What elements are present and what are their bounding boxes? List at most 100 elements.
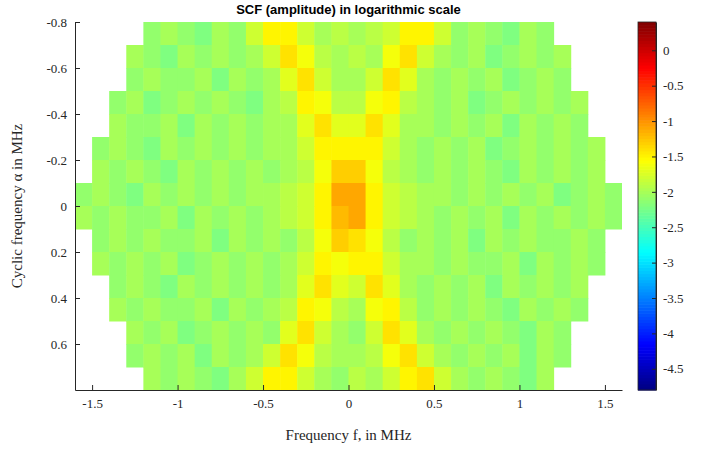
cell: [229, 68, 247, 92]
cell: [537, 229, 555, 253]
tick: 0.2: [51, 245, 80, 260]
cell: [212, 206, 230, 230]
cell: [383, 206, 401, 230]
cell: [502, 367, 520, 390]
cell: [263, 68, 281, 92]
tick-label: 0.2: [51, 245, 67, 260]
cell: [537, 344, 555, 368]
tick: -3.5: [652, 291, 684, 306]
cell: [246, 298, 264, 322]
cell: [314, 206, 332, 230]
cell: [229, 367, 247, 390]
cell: [109, 298, 127, 322]
cell: [331, 275, 349, 299]
cell: [314, 183, 332, 207]
cell: [434, 367, 452, 390]
cell: [212, 229, 230, 253]
cell: [519, 229, 537, 253]
colorbar-strip: [638, 22, 656, 26]
cell: [366, 252, 384, 276]
cell: [263, 229, 281, 253]
cell: [178, 229, 196, 253]
tick-label: -0.2: [46, 153, 67, 168]
cell: [178, 137, 196, 161]
cell: [502, 275, 520, 299]
tick-label: -4.5: [663, 361, 684, 376]
tick-label: 0: [663, 43, 670, 58]
cell: [519, 45, 537, 69]
cell: [126, 114, 144, 138]
cell: [109, 114, 127, 138]
cell: [331, 137, 349, 161]
cell: [417, 45, 435, 69]
cell: [383, 68, 401, 92]
cell: [537, 275, 555, 299]
tick-mark: [519, 385, 520, 390]
cell: [468, 137, 486, 161]
cell: [280, 160, 298, 184]
tick: -0.4: [46, 107, 80, 122]
tick: -1: [652, 114, 674, 129]
cell: [554, 252, 572, 276]
cell: [383, 183, 401, 207]
cell: [246, 45, 264, 69]
cell: [280, 367, 298, 390]
cell: [229, 183, 247, 207]
tick-label: -0.4: [46, 107, 67, 122]
cell: [434, 252, 452, 276]
tick-label: 1: [517, 396, 524, 411]
cell: [331, 114, 349, 138]
cell: [537, 321, 555, 345]
cell: [502, 344, 520, 368]
cell: [297, 252, 315, 276]
cell: [485, 183, 503, 207]
cell: [400, 252, 418, 276]
cell: [554, 137, 572, 161]
cell: [246, 321, 264, 345]
cell: [331, 252, 349, 276]
tick: -0.2: [46, 153, 80, 168]
cell: [400, 206, 418, 230]
cell: [229, 137, 247, 161]
cell: [366, 91, 384, 115]
cell: [519, 183, 537, 207]
cell: [417, 22, 435, 46]
cell: [537, 298, 555, 322]
tick-label: -0.5: [663, 78, 684, 93]
cell: [383, 114, 401, 138]
cell: [349, 229, 367, 253]
cell: [212, 45, 230, 69]
cell: [160, 114, 178, 138]
cell: [468, 206, 486, 230]
cell: [178, 114, 196, 138]
cell: [349, 344, 367, 368]
cell: [229, 160, 247, 184]
cell: [280, 45, 298, 69]
cell: [417, 344, 435, 368]
cell: [605, 206, 622, 230]
cell: [109, 91, 127, 115]
cell: [485, 252, 503, 276]
tick: 0.4: [51, 291, 80, 306]
tick-label: -0.6: [46, 61, 67, 76]
cell: [297, 367, 315, 390]
cell: [468, 160, 486, 184]
cell: [280, 137, 298, 161]
cell: [178, 183, 196, 207]
cell: [143, 114, 161, 138]
cell: [109, 229, 127, 253]
cell: [537, 68, 555, 92]
cell: [297, 22, 315, 46]
cell: [349, 298, 367, 322]
cell: [519, 344, 537, 368]
cell: [400, 183, 418, 207]
cell: [571, 252, 589, 276]
cell: [417, 160, 435, 184]
tick: -4.5: [652, 361, 684, 376]
cell: [160, 137, 178, 161]
cell: [468, 344, 486, 368]
cell: [588, 137, 606, 161]
cell: [468, 275, 486, 299]
tick-mark: [178, 385, 179, 390]
cell: [263, 45, 281, 69]
